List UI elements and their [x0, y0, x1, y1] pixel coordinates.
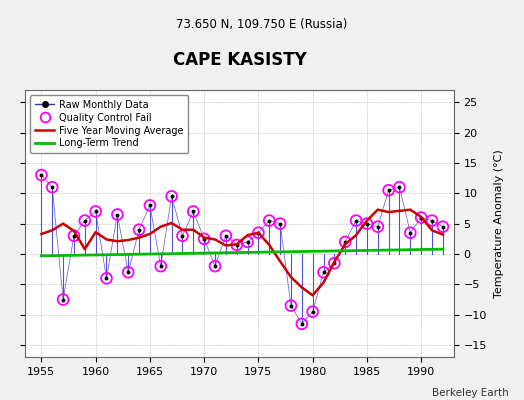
Point: [189, 208, 198, 215]
Point: [135, 226, 143, 233]
Y-axis label: Temperature Anomaly (°C): Temperature Anomaly (°C): [494, 149, 504, 298]
Point: [48, 184, 57, 190]
Point: [146, 202, 154, 209]
Point: [70, 232, 78, 239]
Point: [363, 220, 371, 227]
Point: [243, 239, 252, 245]
Point: [298, 321, 306, 327]
Point: [385, 187, 393, 194]
Point: [439, 224, 447, 230]
Point: [265, 218, 274, 224]
Point: [341, 239, 350, 245]
Point: [81, 218, 89, 224]
Point: [81, 218, 89, 224]
Point: [37, 172, 46, 178]
Point: [146, 202, 154, 209]
Point: [395, 184, 403, 190]
Text: Berkeley Earth: Berkeley Earth: [432, 388, 508, 398]
Point: [233, 242, 241, 248]
Point: [363, 220, 371, 227]
Point: [200, 236, 209, 242]
Point: [395, 184, 403, 190]
Point: [276, 220, 285, 227]
Point: [92, 208, 100, 215]
Point: [178, 232, 187, 239]
Text: 73.650 N, 109.750 E (Russia): 73.650 N, 109.750 E (Russia): [176, 18, 348, 31]
Point: [157, 263, 165, 269]
Point: [167, 193, 176, 200]
Point: [374, 224, 382, 230]
Point: [287, 302, 295, 309]
Point: [406, 230, 414, 236]
Point: [319, 269, 328, 276]
Point: [406, 230, 414, 236]
Point: [167, 193, 176, 200]
Point: [417, 214, 425, 221]
Point: [352, 218, 361, 224]
Point: [178, 232, 187, 239]
Point: [59, 296, 67, 303]
Point: [309, 308, 317, 315]
Point: [319, 269, 328, 276]
Point: [233, 242, 241, 248]
Point: [254, 230, 263, 236]
Point: [298, 321, 306, 327]
Point: [287, 302, 295, 309]
Point: [157, 263, 165, 269]
Point: [330, 260, 339, 266]
Point: [222, 232, 230, 239]
Point: [102, 275, 111, 282]
Point: [330, 260, 339, 266]
Title: CAPE KASISTY: CAPE KASISTY: [172, 51, 307, 69]
Point: [92, 208, 100, 215]
Legend: Raw Monthly Data, Quality Control Fail, Five Year Moving Average, Long-Term Tren: Raw Monthly Data, Quality Control Fail, …: [30, 95, 189, 153]
Point: [374, 224, 382, 230]
Point: [254, 230, 263, 236]
Point: [211, 263, 219, 269]
Point: [70, 232, 78, 239]
Point: [211, 263, 219, 269]
Point: [189, 208, 198, 215]
Point: [222, 232, 230, 239]
Point: [48, 184, 57, 190]
Point: [265, 218, 274, 224]
Point: [37, 172, 46, 178]
Point: [113, 211, 122, 218]
Point: [385, 187, 393, 194]
Point: [428, 218, 436, 224]
Point: [135, 226, 143, 233]
Point: [243, 239, 252, 245]
Point: [309, 308, 317, 315]
Point: [439, 224, 447, 230]
Point: [341, 239, 350, 245]
Point: [200, 236, 209, 242]
Point: [124, 269, 133, 276]
Point: [113, 211, 122, 218]
Point: [276, 220, 285, 227]
Point: [417, 214, 425, 221]
Point: [352, 218, 361, 224]
Point: [428, 218, 436, 224]
Point: [102, 275, 111, 282]
Point: [124, 269, 133, 276]
Point: [59, 296, 67, 303]
